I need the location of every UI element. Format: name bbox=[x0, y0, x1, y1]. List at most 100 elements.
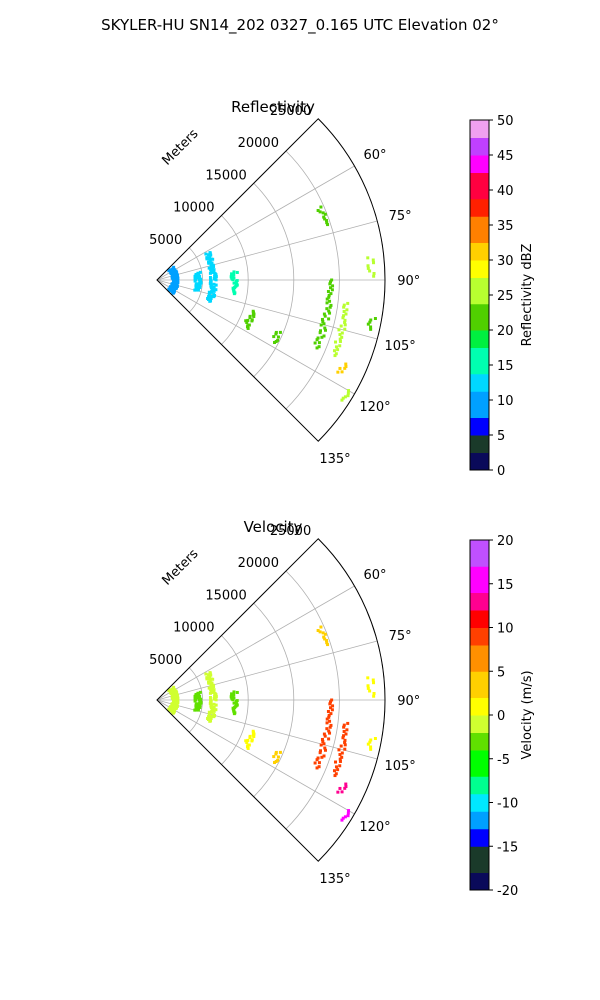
echo-gate bbox=[331, 284, 335, 288]
colorbar-tick-label: 25 bbox=[497, 289, 514, 304]
echo-gate bbox=[169, 692, 173, 696]
echo-gate bbox=[340, 818, 344, 822]
echo-gate bbox=[272, 755, 276, 759]
figure-title: SKYLER-HU SN14_202 0327_0.165 UTC Elevat… bbox=[101, 16, 499, 34]
echo-gate bbox=[167, 708, 171, 712]
echo-gate bbox=[330, 288, 334, 292]
echo-gate bbox=[212, 715, 216, 719]
colorbar-band bbox=[470, 338, 489, 348]
echo-gate bbox=[342, 725, 346, 729]
echo-gate bbox=[338, 344, 342, 348]
colorbar-tick-label: -15 bbox=[497, 840, 518, 855]
echo-gate bbox=[340, 370, 344, 374]
echo-gate bbox=[323, 217, 327, 221]
echo-gate bbox=[208, 257, 212, 261]
echo-gate bbox=[327, 295, 331, 299]
echo-gate bbox=[369, 738, 373, 742]
colorbar-tick-label: 40 bbox=[497, 184, 514, 199]
echo-gate bbox=[208, 691, 212, 695]
echo-gate bbox=[325, 301, 329, 305]
echo-gate bbox=[246, 738, 250, 742]
echo-gate bbox=[207, 261, 211, 265]
echo-gate bbox=[328, 299, 332, 303]
echo-gate bbox=[212, 268, 216, 272]
colorbar-tick-label: -20 bbox=[497, 884, 518, 899]
echo-gate bbox=[328, 719, 332, 723]
echo-gate bbox=[209, 714, 213, 718]
colorbar-band bbox=[470, 391, 489, 401]
echo-gate bbox=[317, 761, 321, 765]
colorbar-band bbox=[470, 557, 489, 567]
echo-gate bbox=[346, 721, 350, 725]
echo-gate bbox=[328, 280, 332, 284]
colorbar-band bbox=[470, 785, 489, 795]
echo-gate bbox=[207, 298, 211, 302]
azimuth-tick-label: 75° bbox=[389, 629, 412, 644]
echo-gate bbox=[247, 323, 251, 327]
echo-gate bbox=[208, 695, 212, 699]
echo-gate bbox=[245, 745, 249, 749]
echo-gate bbox=[252, 315, 256, 319]
echo-gate bbox=[366, 742, 370, 746]
echo-gate bbox=[208, 255, 212, 259]
echo-gate bbox=[328, 731, 332, 735]
range-tick-label: 10000 bbox=[173, 621, 214, 636]
colorbar-band bbox=[470, 767, 489, 777]
echo-gate bbox=[330, 698, 334, 702]
echo-gate bbox=[231, 698, 235, 702]
colorbar-band bbox=[470, 207, 489, 217]
echo-gate bbox=[318, 749, 322, 753]
echo-gate bbox=[229, 275, 233, 279]
echo-gate bbox=[320, 335, 324, 339]
echo-gate bbox=[246, 746, 250, 750]
echo-gate bbox=[244, 319, 248, 323]
azimuth-tick-label: 105° bbox=[384, 759, 415, 774]
echo-gate bbox=[373, 737, 377, 741]
echo-gate bbox=[326, 223, 330, 227]
echo-gate bbox=[318, 210, 322, 214]
echo-gate bbox=[274, 752, 278, 756]
colorbar-tick-label: 15 bbox=[497, 578, 514, 593]
colorbar-band bbox=[470, 260, 489, 270]
echo-gate bbox=[212, 709, 216, 713]
echo-gate bbox=[208, 251, 212, 255]
echo-gate bbox=[327, 715, 331, 719]
echo-gate bbox=[366, 676, 370, 680]
echo-gate bbox=[209, 716, 213, 720]
echo-gate bbox=[198, 284, 202, 288]
echo-gate bbox=[209, 673, 213, 677]
colorbar-band bbox=[470, 855, 489, 865]
echo-gate bbox=[369, 745, 373, 749]
echo-gate bbox=[325, 721, 329, 725]
echo-gate bbox=[325, 297, 329, 301]
colorbar-band bbox=[470, 610, 489, 620]
echo-gate bbox=[343, 323, 347, 327]
echo-gate bbox=[193, 699, 197, 703]
echo-gate bbox=[205, 677, 209, 681]
echo-gate bbox=[338, 764, 342, 768]
echo-gate bbox=[208, 275, 212, 279]
colorbar-band bbox=[470, 163, 489, 173]
echo-gate bbox=[343, 815, 347, 819]
echo-gate bbox=[343, 327, 347, 331]
echo-gate bbox=[209, 684, 213, 688]
echo-gate bbox=[245, 320, 249, 324]
colorbar-tick-label: 50 bbox=[497, 114, 514, 129]
echo-gate bbox=[318, 331, 322, 335]
echo-gate bbox=[213, 694, 217, 698]
echo-gate bbox=[246, 326, 250, 330]
colorbar-tick-label: 5 bbox=[497, 665, 505, 680]
colorbar-band bbox=[470, 251, 489, 261]
echo-gate bbox=[329, 706, 333, 710]
colorbar-band bbox=[470, 277, 489, 287]
colorbar-band bbox=[470, 662, 489, 672]
echo-gate bbox=[321, 211, 325, 215]
echo-gate bbox=[209, 296, 213, 300]
echo-gate bbox=[368, 269, 372, 273]
echo-gate bbox=[372, 274, 376, 278]
echo-gate bbox=[209, 294, 213, 298]
colorbar-band bbox=[470, 566, 489, 576]
colorbar-band bbox=[470, 758, 489, 768]
echo-gate bbox=[347, 809, 351, 813]
echo-gate bbox=[208, 281, 212, 285]
